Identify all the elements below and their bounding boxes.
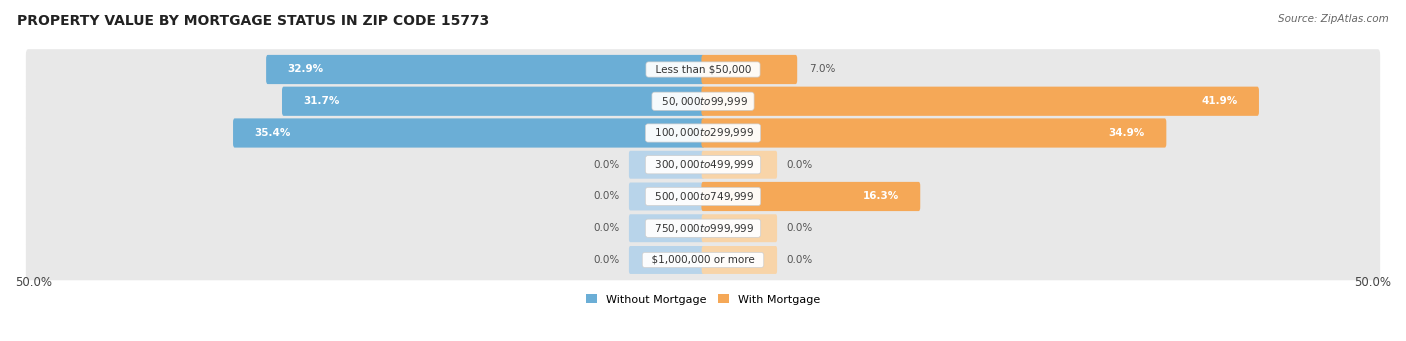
Text: 31.7%: 31.7%: [304, 96, 340, 106]
Text: $1,000,000 or more: $1,000,000 or more: [645, 255, 761, 265]
Text: $500,000 to $749,999: $500,000 to $749,999: [648, 190, 758, 203]
Text: 16.3%: 16.3%: [862, 192, 898, 202]
Text: 41.9%: 41.9%: [1201, 96, 1237, 106]
FancyBboxPatch shape: [283, 87, 704, 116]
FancyBboxPatch shape: [702, 214, 778, 242]
FancyBboxPatch shape: [25, 113, 1381, 153]
Text: 0.0%: 0.0%: [593, 192, 620, 202]
FancyBboxPatch shape: [25, 208, 1381, 249]
FancyBboxPatch shape: [628, 214, 704, 242]
Text: $100,000 to $299,999: $100,000 to $299,999: [648, 127, 758, 139]
Text: 0.0%: 0.0%: [786, 223, 813, 233]
FancyBboxPatch shape: [702, 151, 778, 179]
FancyBboxPatch shape: [25, 49, 1381, 90]
Text: 32.9%: 32.9%: [288, 64, 323, 74]
Legend: Without Mortgage, With Mortgage: Without Mortgage, With Mortgage: [582, 290, 824, 309]
Text: $300,000 to $499,999: $300,000 to $499,999: [648, 158, 758, 171]
FancyBboxPatch shape: [628, 246, 704, 274]
Text: 7.0%: 7.0%: [808, 64, 835, 74]
Text: $50,000 to $99,999: $50,000 to $99,999: [655, 95, 751, 108]
Text: PROPERTY VALUE BY MORTGAGE STATUS IN ZIP CODE 15773: PROPERTY VALUE BY MORTGAGE STATUS IN ZIP…: [17, 14, 489, 28]
Text: $750,000 to $999,999: $750,000 to $999,999: [648, 222, 758, 235]
Text: 0.0%: 0.0%: [786, 160, 813, 170]
Text: 0.0%: 0.0%: [593, 223, 620, 233]
FancyBboxPatch shape: [702, 118, 1167, 148]
Text: 34.9%: 34.9%: [1109, 128, 1144, 138]
Text: Less than $50,000: Less than $50,000: [648, 64, 758, 74]
FancyBboxPatch shape: [628, 182, 704, 210]
FancyBboxPatch shape: [25, 145, 1381, 185]
FancyBboxPatch shape: [266, 55, 704, 84]
Text: 35.4%: 35.4%: [254, 128, 291, 138]
FancyBboxPatch shape: [233, 118, 704, 148]
Text: 0.0%: 0.0%: [593, 160, 620, 170]
FancyBboxPatch shape: [628, 151, 704, 179]
FancyBboxPatch shape: [702, 182, 921, 211]
Text: 0.0%: 0.0%: [786, 255, 813, 265]
FancyBboxPatch shape: [25, 240, 1381, 280]
FancyBboxPatch shape: [25, 176, 1381, 217]
Text: Source: ZipAtlas.com: Source: ZipAtlas.com: [1278, 14, 1389, 24]
Text: 0.0%: 0.0%: [593, 255, 620, 265]
FancyBboxPatch shape: [702, 246, 778, 274]
FancyBboxPatch shape: [702, 87, 1258, 116]
FancyBboxPatch shape: [702, 55, 797, 84]
Text: 50.0%: 50.0%: [15, 276, 52, 289]
Text: 50.0%: 50.0%: [1354, 276, 1391, 289]
FancyBboxPatch shape: [25, 81, 1381, 121]
